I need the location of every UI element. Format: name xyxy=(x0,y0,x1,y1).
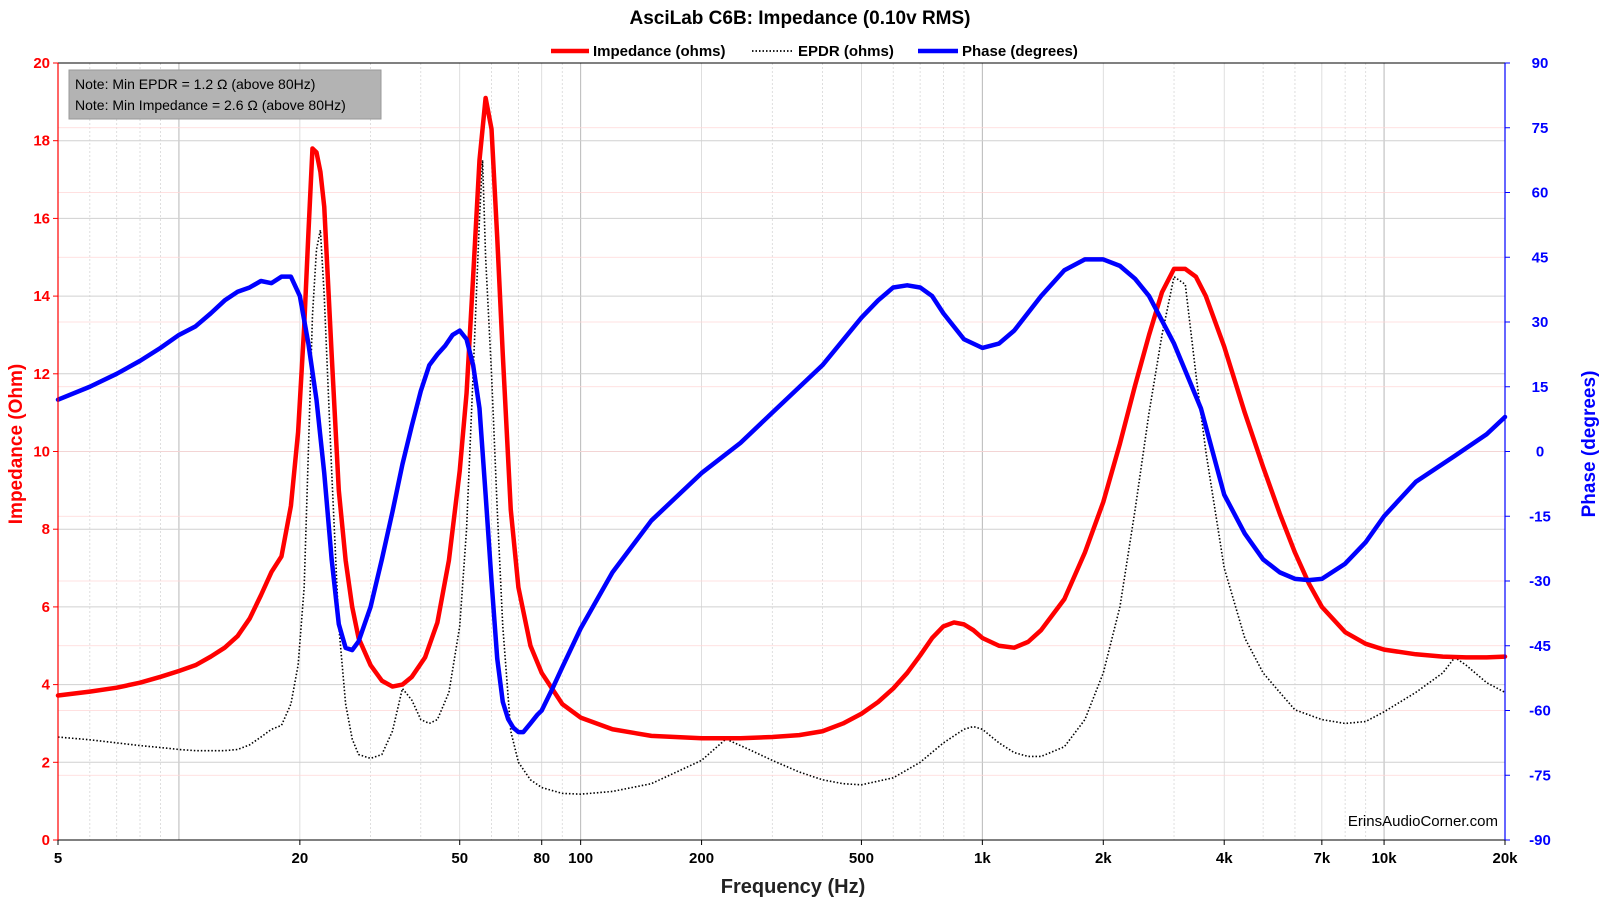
left-axis-ticks: 0 2 4 6 8 10 12 14 16 18 20 xyxy=(33,55,59,849)
note-min-epdr: Note: Min EPDR = 1.2 Ω (above 80Hz) xyxy=(75,76,315,92)
right-tick-label: -45 xyxy=(1529,638,1551,655)
x-tick-label: 500 xyxy=(849,850,874,867)
left-tick-label: 2 xyxy=(42,754,50,771)
x-tick-label: 100 xyxy=(568,850,593,867)
right-axis-ticks: -90 -75 -60 -45 -30 -15 0 15 30 45 60 75 90 xyxy=(1504,55,1551,849)
note-box: Note: Min EPDR = 1.2 Ω (above 80Hz) Note… xyxy=(68,69,382,120)
x-tick-label: 7k xyxy=(1314,850,1331,867)
x-tick-label: 10k xyxy=(1372,850,1398,867)
note-min-impedance: Note: Min Impedance = 2.6 Ω (above 80Hz) xyxy=(75,97,346,113)
left-axis-label: Impedance (Ohm) xyxy=(6,364,27,524)
right-axis-label: Phase (degrees) xyxy=(1579,371,1600,518)
x-tick-label: 4k xyxy=(1216,850,1233,867)
chart-title: AsciLab C6B: Impedance (0.10v RMS) xyxy=(629,8,970,29)
series-line-phase xyxy=(55,257,1508,735)
left-tick-label: 8 xyxy=(42,521,50,538)
note-background xyxy=(68,69,382,120)
x-axis-ticks: 5 20 50 80 100 200 500 1k 2k 4k 7k 10k 20k xyxy=(54,840,1518,867)
series-layer xyxy=(55,95,1508,795)
left-tick-label: 6 xyxy=(42,599,50,616)
right-tick-label: 30 xyxy=(1532,314,1549,331)
right-tick-label: 90 xyxy=(1532,55,1549,72)
legend-label-impedance: Impedance (ohms) xyxy=(593,43,726,60)
right-tick-label: -90 xyxy=(1529,832,1551,849)
left-tick-label: 14 xyxy=(33,288,50,305)
left-tick-label: 16 xyxy=(33,210,50,227)
x-tick-label: 20 xyxy=(292,850,309,867)
legend: Impedance (ohms) EPDR (ohms) Phase (degree… xyxy=(551,43,1078,60)
right-tick-label: -30 xyxy=(1529,573,1551,590)
x-axis-label: Frequency (Hz) xyxy=(721,876,865,898)
x-tick-label: 80 xyxy=(533,850,550,867)
left-tick-label: 20 xyxy=(33,55,50,72)
left-tick-label: 0 xyxy=(42,832,50,849)
left-tick-label: 12 xyxy=(33,366,50,383)
x-tick-label: 200 xyxy=(689,850,714,867)
legend-label-epdr: EPDR (ohms) xyxy=(798,43,894,60)
x-tick-label: 5 xyxy=(54,850,62,867)
x-tick-label: 20k xyxy=(1492,850,1518,867)
x-tick-label: 2k xyxy=(1095,850,1112,867)
x-tick-label: 50 xyxy=(451,850,468,867)
left-tick-label: 10 xyxy=(33,444,50,461)
right-tick-label: 15 xyxy=(1532,379,1549,396)
watermark: ErinsAudioCorner.com xyxy=(1348,813,1498,830)
legend-label-phase: Phase (degrees) xyxy=(962,43,1078,60)
left-tick-label: 18 xyxy=(33,133,50,150)
right-tick-label: -75 xyxy=(1529,767,1551,784)
right-tick-label: -15 xyxy=(1529,508,1551,525)
right-tick-label: 0 xyxy=(1536,444,1544,461)
right-tick-label: 75 xyxy=(1532,120,1549,137)
right-tick-label: 60 xyxy=(1532,185,1549,202)
right-tick-label: -60 xyxy=(1529,703,1551,720)
series-line-epdr xyxy=(57,159,1506,795)
right-tick-label: 45 xyxy=(1532,249,1549,266)
x-tick-label: 1k xyxy=(974,850,991,867)
left-tick-label: 4 xyxy=(42,677,51,694)
